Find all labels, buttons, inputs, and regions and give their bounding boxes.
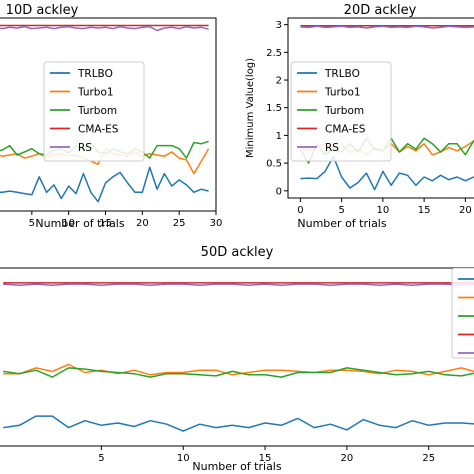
x-tick-label: 15 bbox=[259, 453, 272, 464]
x-tick-label: 10 bbox=[62, 218, 75, 229]
legend-box bbox=[43, 61, 145, 162]
y-tick-label: 3 bbox=[276, 20, 282, 31]
legend-label: Turbom bbox=[324, 105, 364, 117]
legend-label: RS bbox=[78, 142, 92, 154]
plot-area-2 bbox=[0, 267, 474, 447]
series-line-rs bbox=[300, 25, 474, 29]
x-tick-label: 30 bbox=[210, 218, 223, 229]
legend-label: RS bbox=[325, 142, 339, 154]
legend-label: CMA-ES bbox=[78, 124, 119, 136]
chart-2: 50D ackley 5 10 15 20 25 Number of trials TRLBO… bbox=[0, 245, 474, 473]
x-tick-label: 10 bbox=[177, 453, 190, 464]
chart-0: 10D ackley 5 10 15 20 25 30 Number of trials TRL… bbox=[0, 3, 222, 230]
legend-box bbox=[451, 268, 474, 359]
chart-title: 20D ackley bbox=[344, 3, 417, 18]
legend-label: CMA-ES bbox=[325, 124, 366, 136]
x-tick-label: 15 bbox=[418, 205, 431, 216]
series-group bbox=[3, 282, 474, 432]
chart-title: 10D ackley bbox=[6, 3, 79, 18]
x-axis-label: Number of trials bbox=[192, 460, 281, 473]
x-tick-label: 25 bbox=[173, 218, 186, 229]
x-tick-label: 25 bbox=[422, 453, 435, 464]
legend-label: Turbo1 bbox=[77, 87, 114, 99]
legend-label: TRLBO bbox=[77, 68, 113, 80]
legend-label: TRLBO bbox=[324, 68, 360, 80]
legend: TRLBO Turbo1 Turbom CMA-ES RS bbox=[43, 61, 145, 162]
series-line-trlbo bbox=[3, 415, 474, 432]
legend-box bbox=[290, 61, 392, 162]
x-tick-label: 20 bbox=[341, 453, 354, 464]
chart-1: 20D ackley 0 5 10 15 20 0 0.5 1 1.5 2 2.5 3 Number of… bbox=[245, 3, 474, 230]
series-line-trlbo bbox=[0, 166, 209, 203]
legend-label: Turbo1 bbox=[324, 87, 361, 99]
x-axis-label: Number of trials bbox=[297, 217, 386, 230]
x-tick-label: 5 bbox=[98, 453, 104, 464]
chart-title: 50D ackley bbox=[201, 245, 274, 260]
x-tick-label: 20 bbox=[136, 218, 149, 229]
series-line-rs bbox=[0, 25, 209, 32]
y-tick-label: 2.5 bbox=[266, 48, 282, 59]
y-axis-label: Minimum Value(log) bbox=[245, 58, 256, 158]
y-tick-label: 1.5 bbox=[266, 103, 282, 114]
x-tick-label: 5 bbox=[338, 205, 344, 216]
series-line-turbom bbox=[3, 367, 474, 378]
legend: TRLBO Turbo1 Turbom CMA-ES RS bbox=[290, 61, 392, 162]
x-tick-label: 5 bbox=[29, 218, 35, 229]
series-line-rs bbox=[3, 283, 474, 286]
y-tick-label: 1 bbox=[276, 131, 282, 142]
x-tick-label: 20 bbox=[459, 205, 472, 216]
x-tick-label: 15 bbox=[99, 218, 112, 229]
y-tick-label: 2 bbox=[276, 76, 282, 87]
y-tick-label: 0 bbox=[276, 186, 282, 197]
x-axis-label: Number of trials bbox=[35, 217, 124, 230]
legend-label: Turbom bbox=[77, 105, 117, 117]
x-tick-label: 0 bbox=[297, 205, 303, 216]
x-tick-label: 10 bbox=[377, 205, 390, 216]
y-tick-label: 0.5 bbox=[266, 159, 282, 170]
